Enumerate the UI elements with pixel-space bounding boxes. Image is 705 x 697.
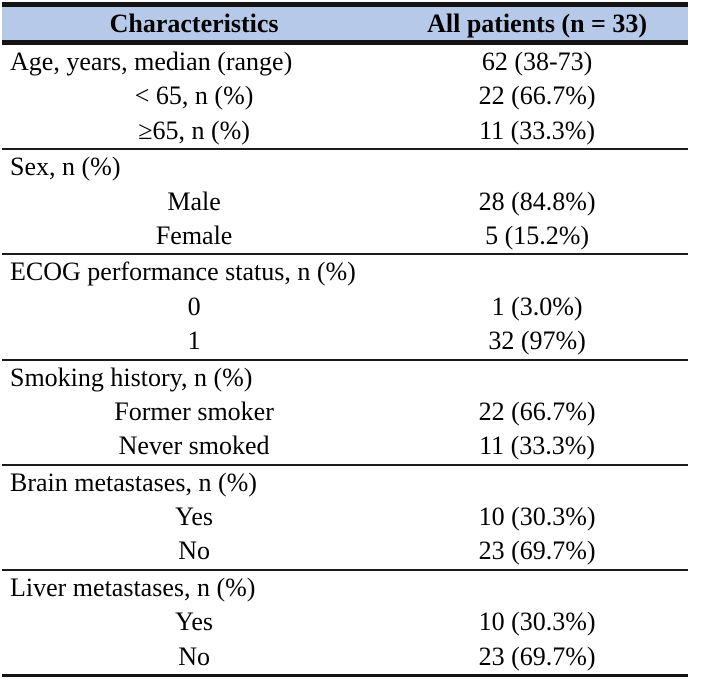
row-label: < 65, n (%) xyxy=(134,81,254,111)
row-label: No xyxy=(178,641,210,671)
table-row: No 23 (69.7%) xyxy=(2,534,688,568)
row-label: Brain metastases, n (%) xyxy=(10,467,257,497)
table-body: Age, years, median (range) 62 (38-73) < 65… xyxy=(2,45,688,674)
row-value: 28 (84.8%) xyxy=(478,186,596,216)
row-value: 10 (30.3%) xyxy=(478,607,596,637)
column-header-all-patients: All patients (n = 33) xyxy=(427,9,648,38)
row-label: 0 xyxy=(187,291,201,321)
table-row: < 65, n (%) 22 (66.7%) xyxy=(2,79,688,113)
row-value: 22 (66.7%) xyxy=(478,396,596,426)
row-value: 1 (3.0%) xyxy=(491,291,583,321)
row-label: No xyxy=(178,536,210,566)
table-row: Smoking history, n (%) xyxy=(2,361,688,395)
table-section: Smoking history, n (%) Former smoker 22 (6… xyxy=(2,358,688,464)
row-label: ECOG performance status, n (%) xyxy=(10,257,356,287)
row-label: Male xyxy=(167,186,221,216)
column-header-characteristics: Characteristics xyxy=(109,9,279,38)
row-label: Age, years, median (range) xyxy=(10,47,293,76)
table-row: Age, years, median (range) 62 (38-73) xyxy=(2,45,688,79)
row-value: 5 (15.2%) xyxy=(485,220,590,250)
row-label: 1 xyxy=(187,326,201,356)
row-value: 22 (66.7%) xyxy=(478,81,596,111)
table-row: Female 5 (15.2%) xyxy=(2,219,688,253)
table-section: Brain metastases, n (%) Yes 10 (30.3%) No 23… xyxy=(2,463,688,569)
table-section: ECOG performance status, n (%) 0 1 (3.0%) 1… xyxy=(2,253,688,358)
row-value: 11 (33.3%) xyxy=(479,115,596,145)
row-value: 23 (69.7%) xyxy=(478,641,596,671)
row-label: Never smoked xyxy=(118,431,270,461)
table-section: Liver metastases, n (%) Yes 10 (30.3%) No 23… xyxy=(2,568,688,674)
row-label: Former smoker xyxy=(114,396,274,426)
row-value: 32 (97%) xyxy=(488,326,586,356)
row-label: Liver metastases, n (%) xyxy=(10,572,256,602)
row-label: Yes xyxy=(175,607,213,637)
row-label: Sex, n (%) xyxy=(10,152,121,182)
table-row: ≥65, n (%) 11 (33.3%) xyxy=(2,114,688,148)
table-row: Yes 10 (30.3%) xyxy=(2,500,688,534)
table-row: Liver metastases, n (%) xyxy=(2,571,688,605)
row-value: 11 (33.3%) xyxy=(479,431,596,461)
row-label: Yes xyxy=(175,502,213,532)
row-value: 62 (38-73) xyxy=(481,47,593,76)
row-label: Smoking history, n (%) xyxy=(10,362,253,392)
table-section: Sex, n (%) Male 28 (84.8%) Female 5 (15.2%) xyxy=(2,148,688,253)
table-row: ECOG performance status, n (%) xyxy=(2,255,688,289)
table-row: 1 32 (97%) xyxy=(2,324,688,358)
table-row: Yes 10 (30.3%) xyxy=(2,605,688,639)
table-header-row: Characteristics All patients (n = 33) xyxy=(2,7,688,45)
table-row: Never smoked 11 (33.3%) xyxy=(2,429,688,463)
patient-characteristics-table: Characteristics All patients (n = 33) Ag… xyxy=(2,2,688,678)
table-row: No 23 (69.7%) xyxy=(2,640,688,674)
row-value: 10 (30.3%) xyxy=(478,502,596,532)
table-row: Sex, n (%) xyxy=(2,150,688,184)
table-section: Age, years, median (range) 62 (38-73) < 65… xyxy=(2,45,688,148)
table-row: Former smoker 22 (66.7%) xyxy=(2,395,688,429)
table-row: Brain metastases, n (%) xyxy=(2,466,688,500)
table-row: 0 1 (3.0%) xyxy=(2,290,688,324)
row-label: Female xyxy=(155,220,233,250)
row-label: ≥65, n (%) xyxy=(138,115,250,145)
row-value: 23 (69.7%) xyxy=(478,536,596,566)
table-row: Male 28 (84.8%) xyxy=(2,185,688,219)
